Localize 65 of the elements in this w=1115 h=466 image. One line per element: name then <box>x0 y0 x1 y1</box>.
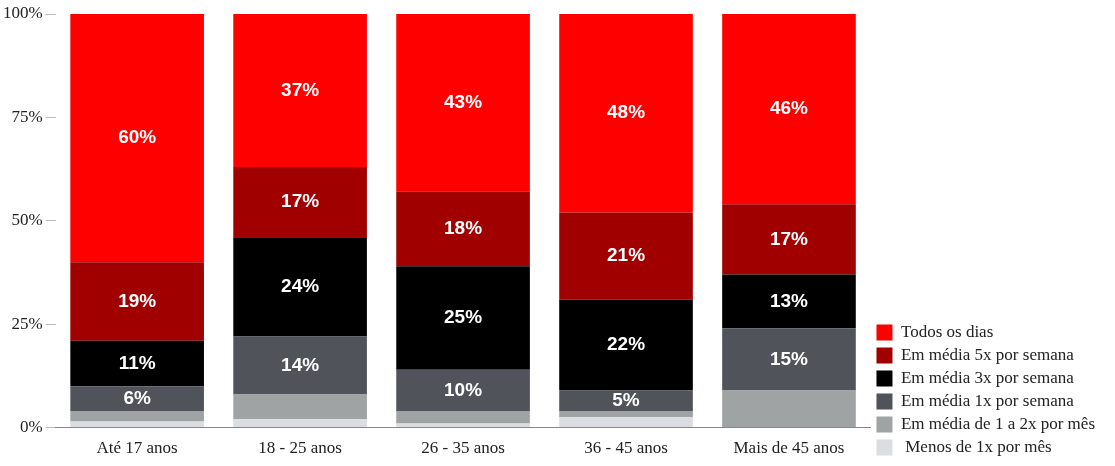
bar <box>559 411 693 418</box>
data-label: 5% <box>612 388 640 410</box>
legend-label: Em média 5x por semana <box>900 344 1075 364</box>
bar <box>233 167 367 238</box>
bar <box>559 212 693 300</box>
data-label: 14% <box>281 353 320 375</box>
data-label: 60% <box>118 126 157 148</box>
bar <box>722 204 856 275</box>
bar <box>70 14 204 263</box>
legend-label: Em média 3x por semana <box>900 367 1075 387</box>
data-label: 17% <box>281 190 320 212</box>
bar <box>70 262 204 341</box>
bar <box>70 421 204 428</box>
bar <box>722 14 856 205</box>
data-label: 10% <box>444 378 483 400</box>
bar <box>722 390 856 428</box>
data-label: 22% <box>607 333 646 355</box>
data-label: 18% <box>444 217 483 239</box>
x-tick-label: Até 17 anos <box>96 438 178 458</box>
x-tick-label: 26 - 35 anos <box>421 438 505 458</box>
x-tick-label: 18 - 25 anos <box>258 438 342 458</box>
x-tick-label: Mais de 45 anos <box>733 438 845 458</box>
bar <box>70 411 204 422</box>
bar <box>396 423 530 428</box>
bar <box>233 14 367 168</box>
data-label: 21% <box>607 244 646 266</box>
bar <box>559 417 693 428</box>
bar <box>233 394 367 420</box>
bar <box>559 390 693 412</box>
data-label: 15% <box>769 347 809 369</box>
data-label: 24% <box>281 275 320 297</box>
bar <box>559 299 693 391</box>
data-label: 46% <box>769 97 809 119</box>
legend-label: Em média de 1 a 2x por mês <box>900 413 1095 433</box>
bar <box>722 328 856 391</box>
data-label: 6% <box>123 386 151 408</box>
data-label: 25% <box>444 306 483 328</box>
data-label: 13% <box>769 289 809 311</box>
bar <box>233 419 367 428</box>
y-tick-label: 50% <box>11 210 43 230</box>
y-tick-label: 25% <box>11 313 43 333</box>
bar <box>396 14 530 192</box>
bar <box>722 274 856 329</box>
bar <box>233 336 367 395</box>
data-label: 48% <box>607 101 646 123</box>
y-tick-label: 75% <box>11 106 43 126</box>
data-label: 37% <box>281 78 320 100</box>
bar <box>396 411 530 424</box>
bar <box>396 369 530 412</box>
bar <box>396 191 530 267</box>
legend-label: Todos os dias <box>900 321 994 341</box>
legend-label: Menos de 1x por mês <box>900 436 1052 456</box>
data-label: 17% <box>769 227 809 249</box>
bar <box>559 14 693 213</box>
data-label: 43% <box>444 91 483 113</box>
legend-label: Em média 1x por semana <box>900 390 1075 410</box>
data-label: 11% <box>118 351 156 373</box>
y-tick-label: 100% <box>2 3 43 23</box>
bar <box>233 237 367 337</box>
x-tick-label: 36 - 45 anos <box>584 438 668 458</box>
y-tick-label: 0% <box>19 417 43 437</box>
data-label: 19% <box>118 289 157 311</box>
bar <box>70 386 204 412</box>
bar <box>396 266 530 370</box>
bar <box>70 340 204 387</box>
